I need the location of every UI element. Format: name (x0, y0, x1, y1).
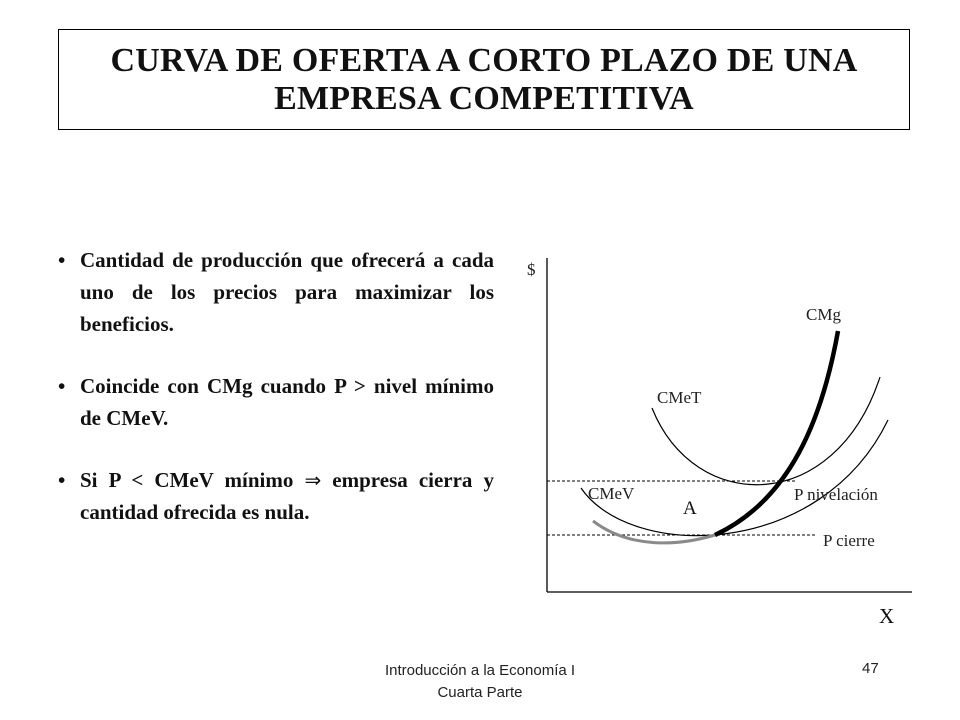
bullet-text-3: Si P < CMeV mínimo ⇒ empresa cierra y ca… (80, 464, 494, 528)
bullet-text-3-before: Si P < CMeV mínimo (80, 468, 305, 492)
cmet-curve (651, 376, 881, 486)
bullet-marker: • (58, 374, 66, 398)
y-axis-label: $ (527, 260, 536, 279)
page-number: 47 (862, 660, 879, 677)
footer-line-2: Cuarta Parte (437, 684, 523, 701)
bullet-list: • Cantidad de producción que ofrecerá a … (58, 244, 494, 528)
bullet-text-3-after: empresa cierra y cantidad ofrecida es nu… (80, 468, 495, 524)
implies-arrow-icon: ⇒ (304, 468, 322, 492)
bullet-marker: • (58, 248, 66, 272)
cmev-curve (580, 419, 889, 537)
cmg-below-shutdown-segment (592, 519, 716, 545)
title-box: CURVA DE OFERTA A CORTO PLAZO DE UNA EMP… (58, 29, 910, 130)
title-line-1: CURVA DE OFERTA A CORTO PLAZO DE UNA (110, 41, 858, 79)
footer-line-1: Introducción a la Economía I (384, 662, 576, 679)
title-line-2: EMPRESA COMPETITIVA (274, 79, 694, 117)
footer-course-name: Introducción a la Economía I Cuarta Part… (340, 660, 620, 704)
bullet-text-1: Cantidad de producción que ofrecerá a ca… (80, 248, 494, 336)
bullet-marker: • (58, 468, 66, 492)
bullet-item-1: • Cantidad de producción que ofrecerá a … (58, 244, 494, 340)
x-axis-label: X (879, 604, 894, 628)
p-nivelacion-label: P nivelación (794, 485, 878, 504)
cmg-supply-curve (714, 330, 841, 538)
p-cierre-label: P cierre (823, 531, 875, 550)
bullet-item-2: • Coincide con CMg cuando P > nivel míni… (58, 370, 494, 434)
cmet-label: CMeT (657, 388, 702, 407)
cmev-label: CMeV (588, 484, 635, 503)
bullet-text-2: Coincide con CMg cuando P > nivel mínimo… (80, 374, 494, 430)
bullet-item-3: • Si P < CMeV mínimo ⇒ empresa cierra y … (58, 464, 494, 528)
point-a-label: A (683, 498, 697, 519)
cmg-label: CMg (806, 305, 841, 324)
